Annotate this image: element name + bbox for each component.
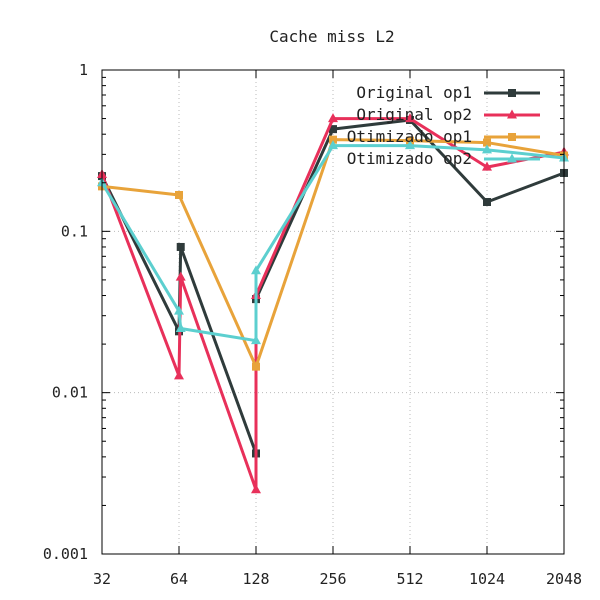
data-point-marker: [405, 113, 415, 123]
data-point-marker: [175, 322, 186, 332]
legend-label: Original op1: [356, 83, 472, 102]
legend-label: Otimizado op2: [347, 149, 472, 168]
data-point-marker: [508, 89, 516, 97]
series-layer: [97, 113, 569, 494]
y-tick-label: 1: [79, 61, 88, 79]
data-point-marker: [252, 362, 260, 371]
data-point-marker: [483, 138, 491, 147]
x-tick-label: 2048: [546, 570, 582, 588]
y-tick-label: 0.01: [52, 384, 88, 402]
series-line: [101, 138, 565, 369]
data-point-marker: [175, 271, 186, 281]
data-point-marker: [174, 305, 184, 315]
data-point-marker: [483, 197, 491, 206]
x-tick-label: 256: [319, 570, 346, 588]
data-point-marker: [508, 133, 516, 141]
y-tick-label: 0.1: [61, 222, 88, 240]
data-point-marker: [507, 109, 517, 119]
x-tick-label: 32: [93, 570, 111, 588]
data-point-marker: [482, 144, 492, 154]
axis-ticks: 32 64 128 256 512 1024 2048 1 0.1 0.01 0.001: [43, 61, 582, 588]
data-point-marker: [251, 484, 261, 494]
data-point-marker: [329, 135, 337, 144]
data-point-marker: [175, 190, 183, 199]
data-point-marker: [251, 265, 261, 275]
data-point-marker: [482, 161, 492, 171]
data-point-marker: [174, 370, 184, 380]
y-tick-label: 0.001: [43, 545, 88, 563]
x-tick-label: 1024: [469, 570, 505, 588]
x-tick-label: 128: [242, 570, 269, 588]
x-tick-label: 512: [396, 570, 423, 588]
chart-title: Cache miss L2: [269, 27, 394, 46]
x-tick-label: 64: [170, 570, 188, 588]
data-point-marker: [328, 113, 338, 123]
data-point-marker: [176, 242, 185, 251]
data-point-marker: [329, 125, 337, 134]
data-point-marker: [507, 153, 517, 163]
data-point-marker: [251, 335, 261, 345]
series-group: [97, 140, 569, 345]
legend: Original op1 Original op2 Otimizado op1 Oti…: [347, 83, 540, 168]
data-point-marker: [405, 140, 415, 150]
data-point-marker: [328, 140, 338, 150]
legend-label: Original op2: [356, 105, 472, 124]
legend-label: Otimizado op1: [347, 127, 472, 146]
